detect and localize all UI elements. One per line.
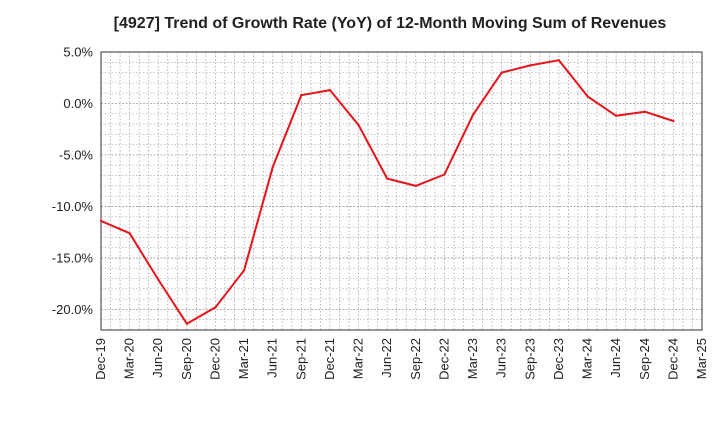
data-point bbox=[529, 64, 532, 67]
x-tick-label: Jun-20 bbox=[150, 338, 165, 378]
y-tick-label: 0.0% bbox=[63, 96, 93, 111]
data-point bbox=[586, 95, 589, 98]
plot-background bbox=[101, 52, 702, 330]
data-point bbox=[128, 232, 131, 235]
x-tick-label: Sep-21 bbox=[293, 338, 308, 380]
y-tick-label: -5.0% bbox=[59, 147, 93, 162]
data-point bbox=[214, 306, 217, 309]
data-point bbox=[271, 166, 274, 169]
x-tick-label: Dec-19 bbox=[93, 338, 108, 380]
x-tick-label: Sep-24 bbox=[637, 338, 652, 380]
x-tick-label: Mar-23 bbox=[465, 338, 480, 379]
y-tick-label: 5.0% bbox=[63, 45, 93, 60]
y-tick-label: -20.0% bbox=[52, 302, 94, 317]
data-point bbox=[386, 177, 389, 180]
x-tick-label: Mar-20 bbox=[122, 338, 137, 379]
data-point bbox=[157, 278, 160, 281]
x-tick-label: Dec-21 bbox=[322, 338, 337, 380]
data-point bbox=[357, 124, 360, 127]
data-point bbox=[99, 219, 103, 222]
y-tick-label: -10.0% bbox=[52, 199, 94, 214]
x-tick-label: Mar-21 bbox=[236, 338, 251, 379]
data-point bbox=[443, 173, 446, 176]
x-tick-label: Sep-20 bbox=[179, 338, 194, 380]
x-tick-label: Jun-22 bbox=[379, 338, 394, 378]
x-tick-label: Jun-24 bbox=[608, 338, 623, 378]
data-point bbox=[615, 114, 618, 117]
x-tick-label: Dec-20 bbox=[207, 338, 222, 380]
plot-frame bbox=[100, 51, 703, 331]
chart-title: [4927] Trend of Growth Rate (YoY) of 12-… bbox=[113, 15, 667, 32]
x-tick-label: Dec-22 bbox=[436, 338, 451, 380]
data-point bbox=[557, 59, 561, 62]
x-tick-label: Dec-23 bbox=[551, 338, 566, 380]
x-tick-label: Dec-24 bbox=[665, 338, 680, 380]
x-tick-label: Mar-22 bbox=[351, 338, 366, 379]
data-point bbox=[300, 94, 303, 97]
data-point bbox=[672, 119, 675, 123]
data-point bbox=[328, 89, 332, 92]
data-point bbox=[471, 113, 475, 116]
x-tick-label: Sep-23 bbox=[522, 338, 537, 380]
x-tick-label: Mar-24 bbox=[580, 338, 595, 379]
x-tick-label: Mar-25 bbox=[694, 338, 709, 379]
x-tick-label: Sep-22 bbox=[408, 338, 423, 380]
y-tick-label: -15.0% bbox=[52, 250, 94, 265]
data-point bbox=[414, 184, 417, 187]
data-point bbox=[243, 269, 246, 272]
data-point bbox=[500, 71, 503, 74]
x-tick-label: Jun-21 bbox=[265, 338, 280, 378]
data-point bbox=[185, 322, 188, 325]
x-tick-label: Jun-23 bbox=[494, 338, 509, 378]
data-point bbox=[643, 110, 646, 113]
